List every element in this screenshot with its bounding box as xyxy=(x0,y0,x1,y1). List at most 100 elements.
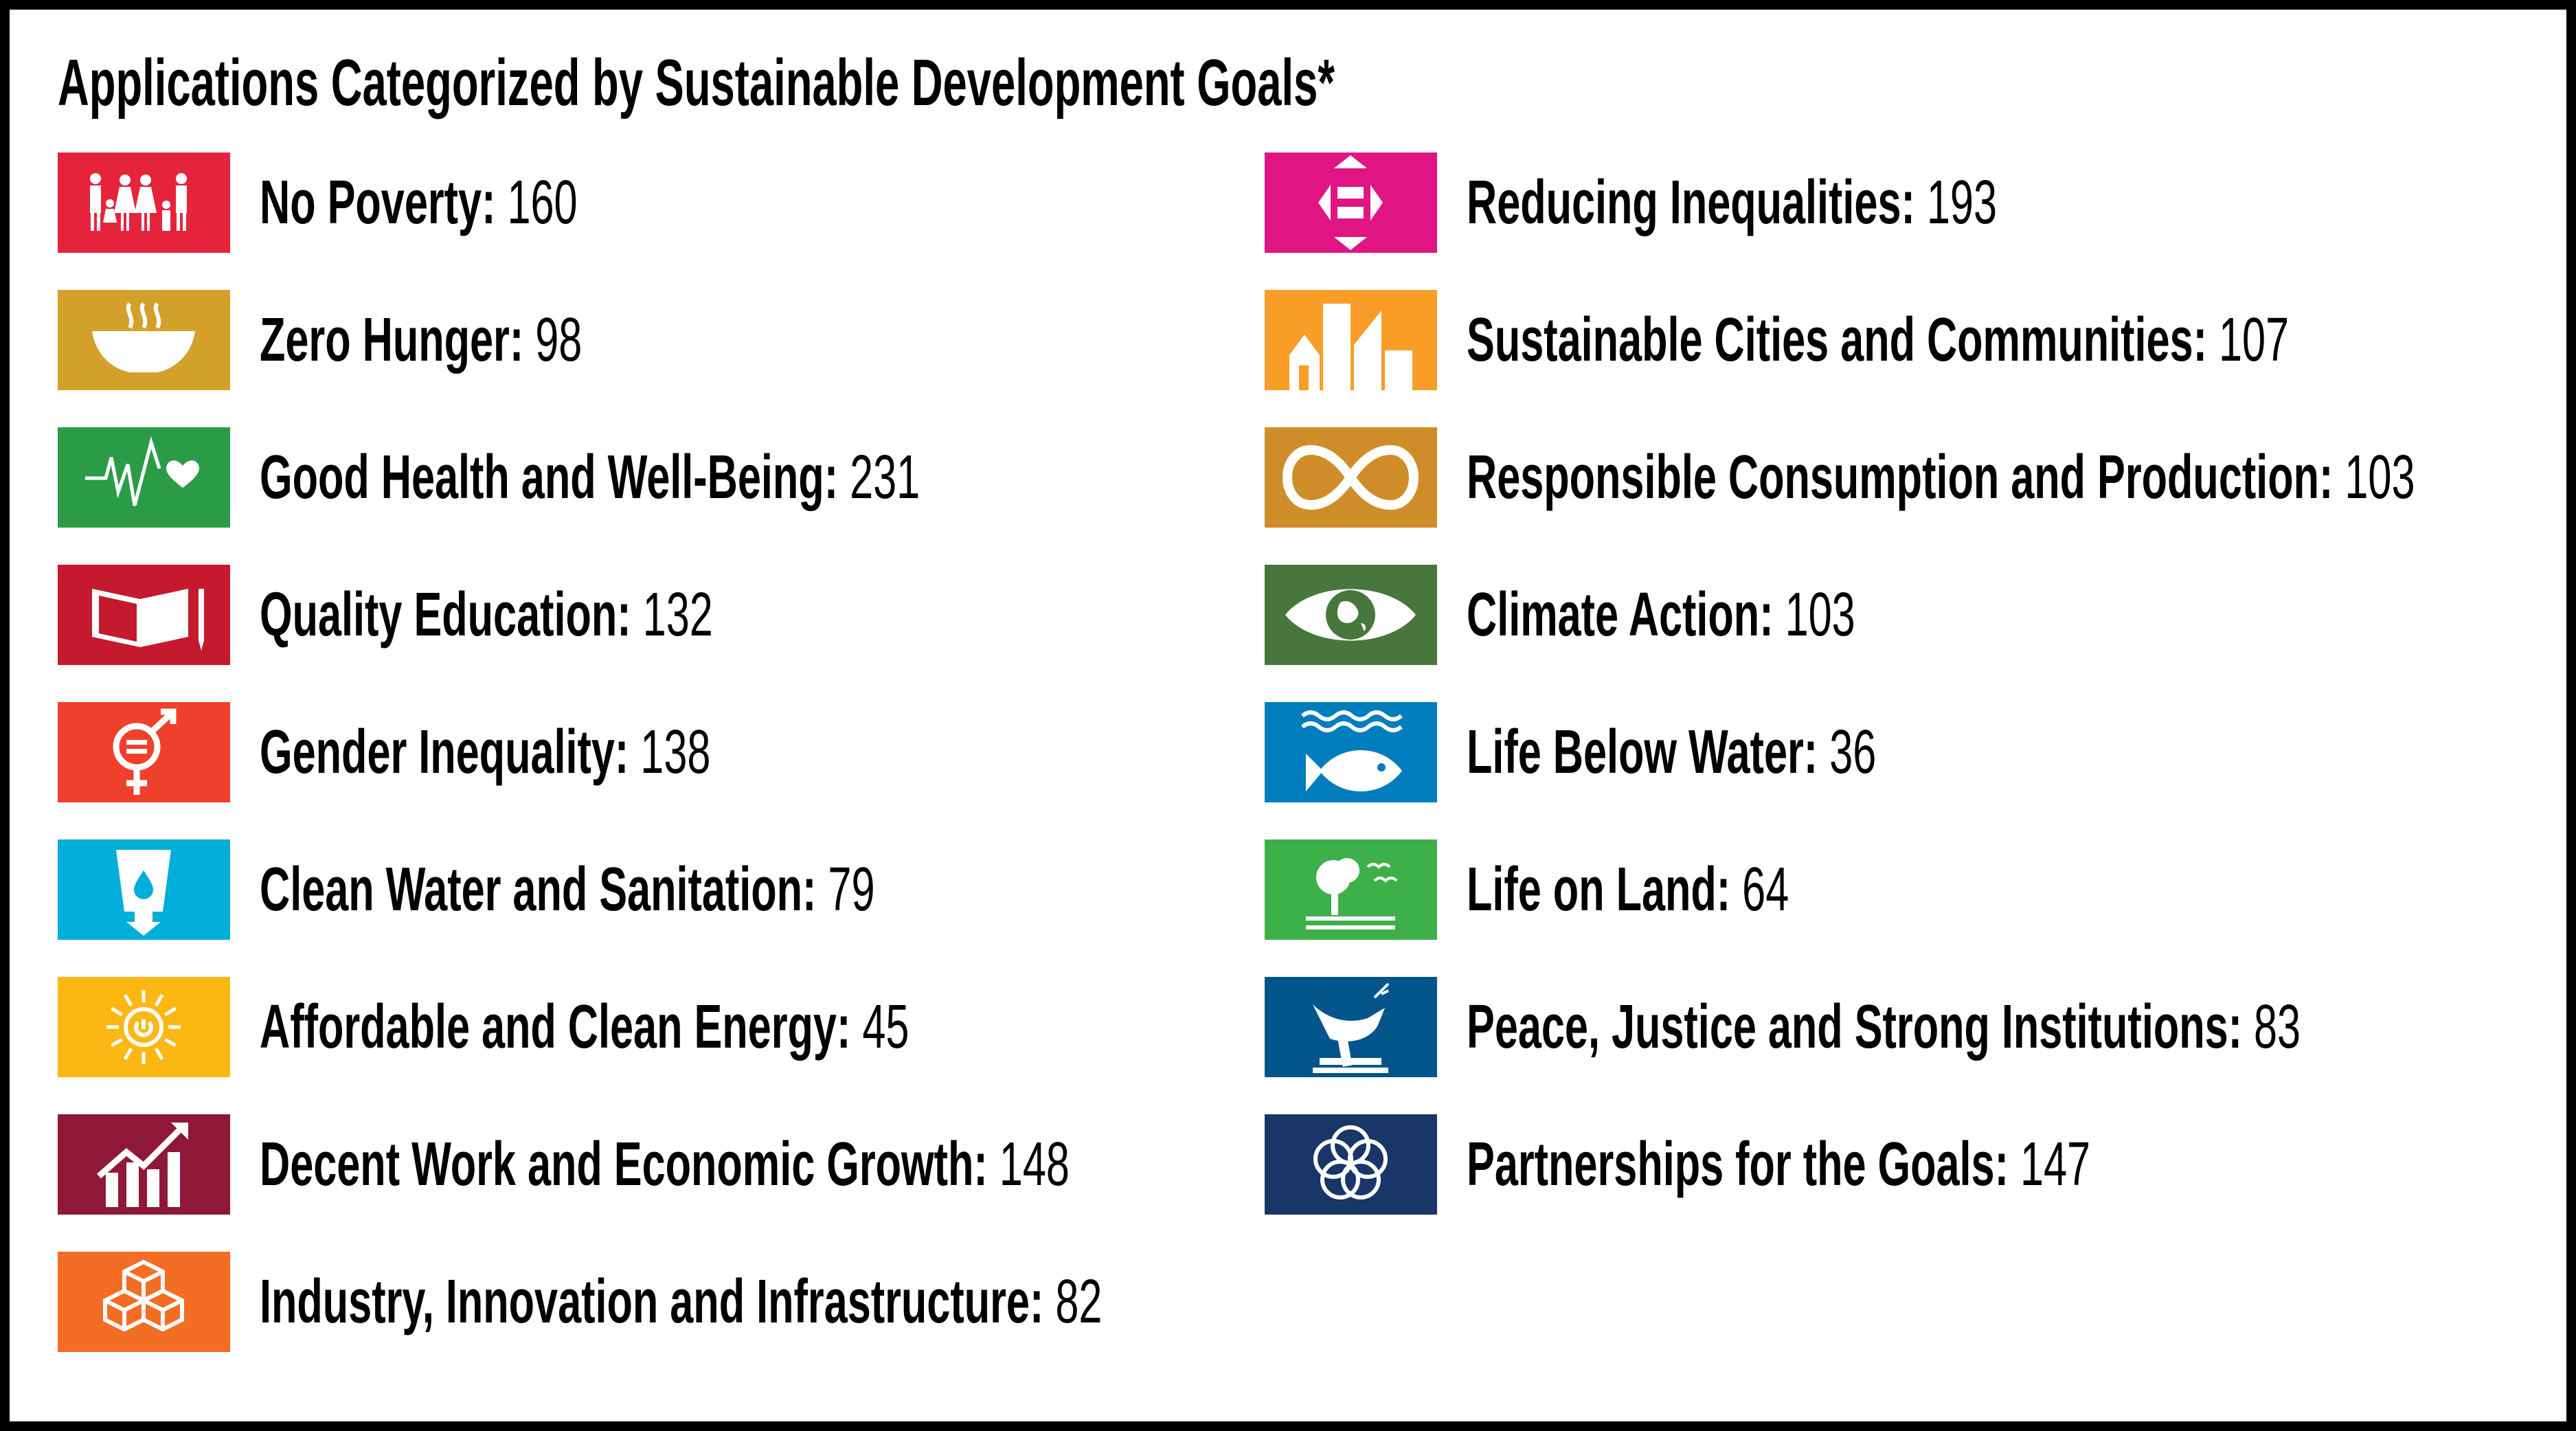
goal-colon: : xyxy=(824,442,850,512)
goal-name: No Poverty xyxy=(260,168,482,237)
goal-colon: : xyxy=(973,1129,999,1199)
goal-item-industry-innovation-and-infrastructure: Industry, Innovation and Infrastructure:… xyxy=(58,1252,1499,1352)
page-title: Applications Categorized by Sustainable … xyxy=(58,46,1335,120)
goal-label: Responsible Consumption and Production: … xyxy=(1467,442,2415,513)
goal-label: Quality Education: 132 xyxy=(260,580,713,651)
goal-colon: : xyxy=(1759,580,1785,649)
goal-count: 82 xyxy=(1055,1267,1103,1336)
goal-label: Life on Land: 64 xyxy=(1467,855,1789,925)
rings-icon xyxy=(1265,1114,1437,1215)
goal-count: 83 xyxy=(2254,992,2301,1061)
city-icon xyxy=(1265,290,1437,390)
fish-icon xyxy=(1265,702,1437,802)
goal-colon: : xyxy=(836,992,863,1061)
goal-label: Gender Inequality: 138 xyxy=(260,717,710,788)
eye-globe-icon xyxy=(1265,565,1437,665)
goal-name: Decent Work and Economic Growth xyxy=(260,1129,974,1199)
goal-item-reducing-inequalities: Reducing Inequalities: 193 xyxy=(1265,153,2246,253)
goal-count: 45 xyxy=(862,992,909,1061)
goal-colon: : xyxy=(1029,1267,1056,1336)
goal-colon: : xyxy=(1901,168,1927,237)
goal-item-decent-work-and-economic-growth: Decent Work and Economic Growth: 148 xyxy=(58,1114,1451,1215)
goal-name: Life Below Water xyxy=(1467,717,1804,787)
goal-count: 79 xyxy=(828,855,875,924)
goal-colon: : xyxy=(509,305,536,374)
goal-count: 107 xyxy=(2219,305,2290,374)
goal-label: Industry, Innovation and Infrastructure:… xyxy=(260,1267,1102,1338)
gender-icon xyxy=(58,702,230,802)
goal-label: Zero Hunger: 98 xyxy=(260,305,582,376)
goal-colon: : xyxy=(802,855,828,924)
goal-name: Reducing Inequalities xyxy=(1467,168,1901,237)
goal-label: Life Below Water: 36 xyxy=(1467,717,1876,788)
book-icon xyxy=(58,565,230,665)
goal-colon: : xyxy=(617,580,643,649)
heartbeat-icon xyxy=(58,427,230,528)
goal-colon: : xyxy=(1803,717,1830,787)
goal-name: Good Health and Well-Being xyxy=(260,442,824,512)
goal-colon: : xyxy=(614,717,641,787)
goal-colon: : xyxy=(1994,1129,2020,1199)
goal-name: Gender Inequality xyxy=(260,717,615,787)
sun-power-icon xyxy=(58,977,230,1077)
goal-name: Clean Water and Sanitation xyxy=(260,855,803,924)
goal-count: 98 xyxy=(535,305,583,374)
goal-count: 138 xyxy=(640,717,711,787)
goal-label: Affordable and Clean Energy: 45 xyxy=(260,992,909,1063)
infinity-icon xyxy=(1265,427,1437,528)
goal-name: Peace, Justice and Strong Institutions xyxy=(1467,992,2228,1061)
goal-item-life-below-water: Life Below Water: 36 xyxy=(1265,702,2069,802)
goal-count: 193 xyxy=(1926,168,1998,237)
goal-item-sustainable-cities-and-communities: Sustainable Cities and Communities: 107 xyxy=(1265,290,2576,390)
goal-count: 148 xyxy=(999,1129,1070,1199)
goal-label: Reducing Inequalities: 193 xyxy=(1467,168,1997,238)
goal-item-good-health-and-well-being: Good Health and Well-Being: 231 xyxy=(58,427,1231,528)
goal-colon: : xyxy=(2228,992,2255,1061)
goal-name: Quality Education xyxy=(260,580,618,649)
water-glass-icon xyxy=(58,840,230,940)
goal-name: Responsible Consumption and Production xyxy=(1467,442,2320,512)
goal-name: Life on Land xyxy=(1467,855,1717,924)
goal-count: 103 xyxy=(1785,580,1855,649)
goal-item-gender-inequality: Gender Inequality: 138 xyxy=(58,702,923,802)
goal-item-quality-education: Quality Education: 132 xyxy=(58,565,926,665)
goal-count: 36 xyxy=(1829,717,1877,787)
goal-label: Peace, Justice and Strong Institutions: … xyxy=(1467,992,2301,1063)
goal-item-clean-water-and-sanitation: Clean Water and Sanitation: 79 xyxy=(58,840,1164,940)
goal-label: Decent Work and Economic Growth: 148 xyxy=(260,1129,1070,1200)
goal-name: Industry, Innovation and Infrastructure xyxy=(260,1267,1030,1336)
goal-count: 132 xyxy=(642,580,713,649)
goal-name: Partnerships for the Goals xyxy=(1467,1129,1995,1199)
goal-colon: : xyxy=(2193,305,2219,374)
goal-name: Affordable and Clean Energy xyxy=(260,992,837,1061)
bowl-icon xyxy=(58,290,230,390)
cubes-icon xyxy=(58,1252,230,1352)
goal-name: Sustainable Cities and Communities xyxy=(1467,305,2193,374)
goal-item-responsible-consumption-and-production: Responsible Consumption and Production: … xyxy=(1265,427,2576,528)
goal-item-life-on-land: Life on Land: 64 xyxy=(1265,840,1941,940)
goal-count: 160 xyxy=(507,168,578,237)
goal-label: No Poverty: 160 xyxy=(260,168,578,238)
family-icon xyxy=(58,153,230,253)
goal-colon: : xyxy=(482,168,508,237)
equal-arrows-icon xyxy=(1265,153,1437,253)
goal-name: Climate Action xyxy=(1467,580,1760,649)
goal-colon: : xyxy=(2319,442,2345,512)
goal-label: Partnerships for the Goals: 147 xyxy=(1467,1129,2090,1200)
goal-name: Zero Hunger xyxy=(260,305,510,374)
goal-item-affordable-and-clean-energy: Affordable and Clean Energy: 45 xyxy=(58,977,1214,1077)
goal-count: 103 xyxy=(2345,442,2415,512)
goal-colon: : xyxy=(1716,855,1743,924)
goal-item-partnerships-for-the-goals: Partnerships for the Goals: 147 xyxy=(1265,1114,2384,1215)
goal-label: Sustainable Cities and Communities: 107 xyxy=(1467,305,2289,376)
goal-item-peace-justice-and-strong-institutions: Peace, Justice and Strong Institutions: … xyxy=(1265,977,2576,1077)
goal-label: Good Health and Well-Being: 231 xyxy=(260,442,920,513)
growth-chart-icon xyxy=(58,1114,230,1215)
goal-count: 64 xyxy=(1742,855,1789,924)
goal-label: Clean Water and Sanitation: 79 xyxy=(260,855,875,925)
tree-icon xyxy=(1265,840,1437,940)
dove-gavel-icon xyxy=(1265,977,1437,1077)
goal-item-zero-hunger: Zero Hunger: 98 xyxy=(58,290,734,390)
goal-item-climate-action: Climate Action: 103 xyxy=(1265,565,2038,665)
